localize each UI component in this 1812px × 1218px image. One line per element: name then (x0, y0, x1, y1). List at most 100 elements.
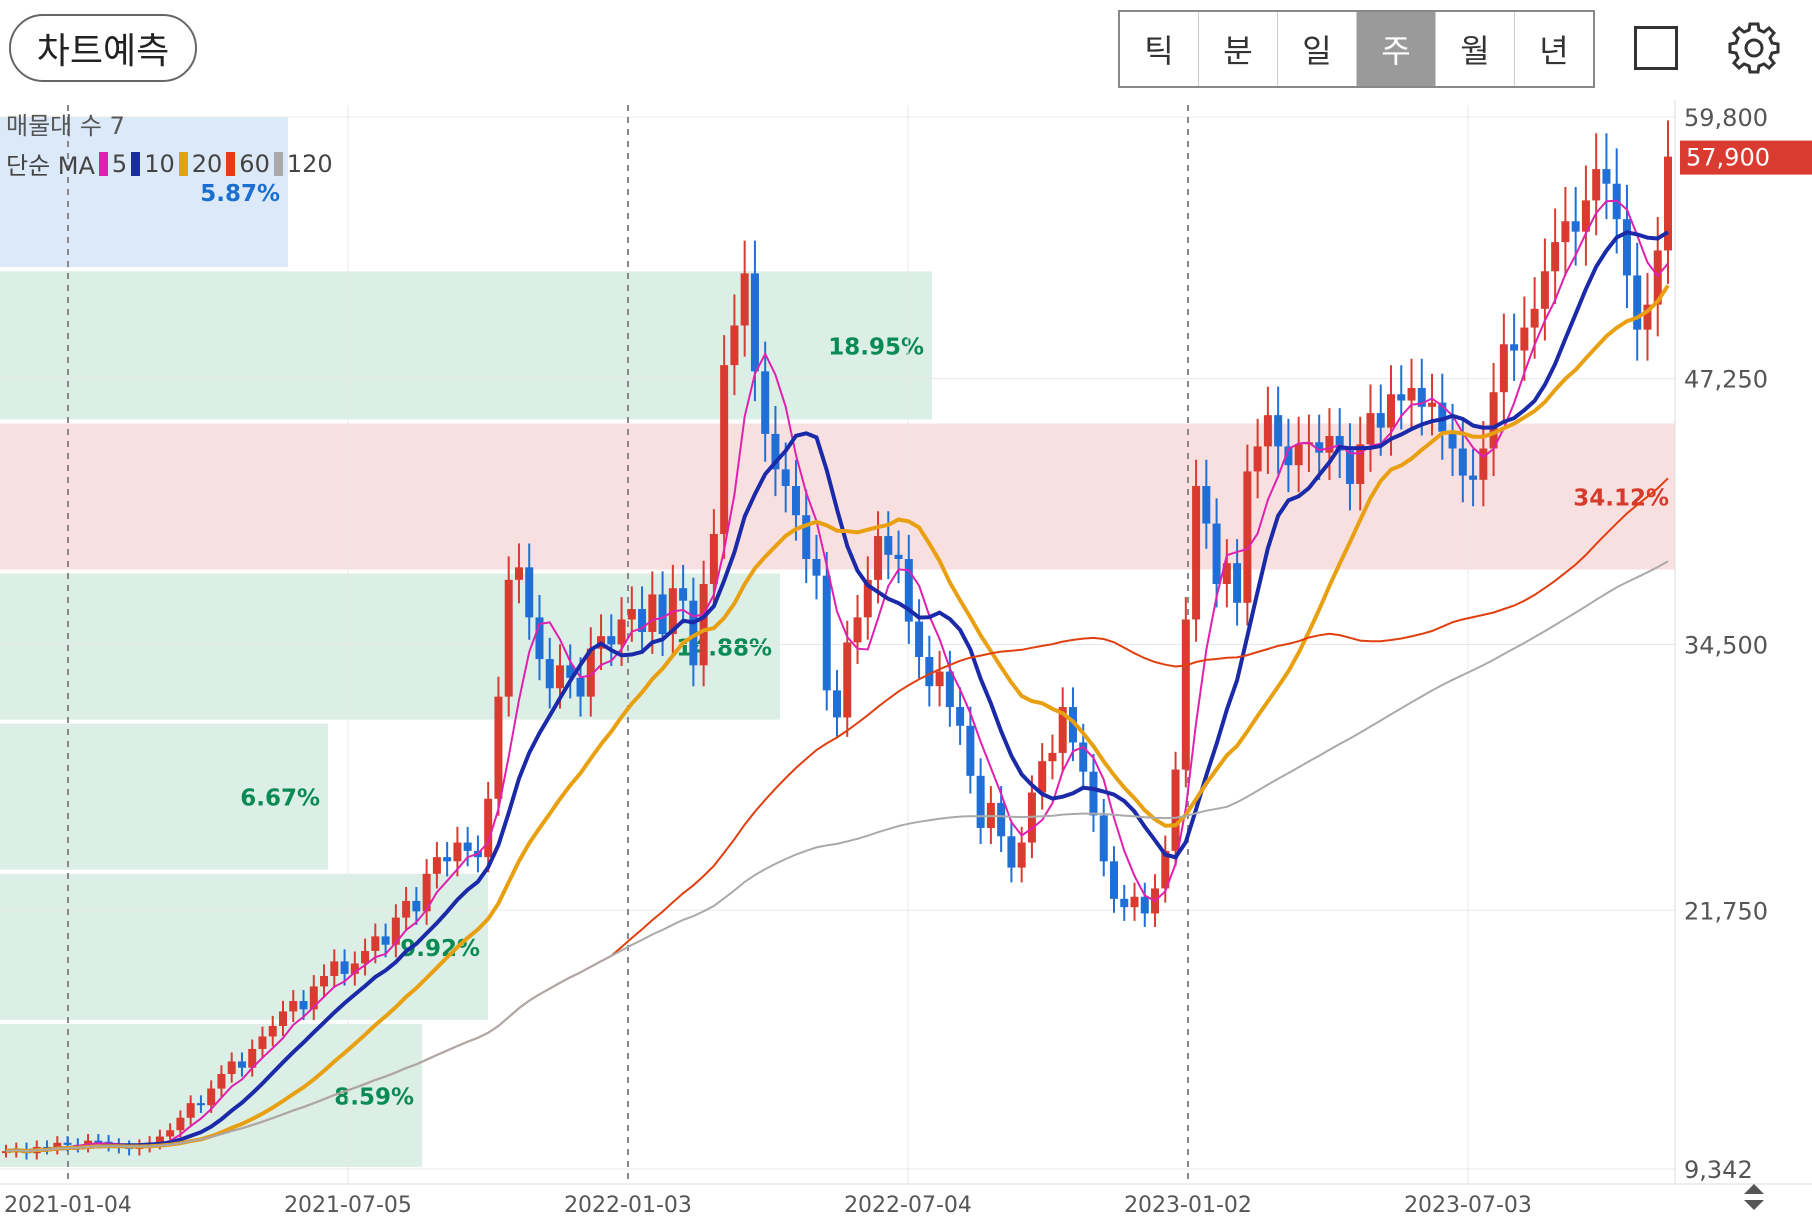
candle-body (904, 558, 913, 622)
candle-body (196, 1103, 205, 1106)
candle-body (422, 873, 431, 912)
chart-predict-button[interactable]: 차트예측 (9, 14, 197, 82)
tab-month[interactable]: 월 (1436, 12, 1515, 86)
candle-body (299, 1000, 308, 1010)
candle-body (1038, 761, 1047, 793)
candle-body (1233, 563, 1242, 603)
candle-body (1079, 742, 1088, 772)
candle-body (258, 1036, 267, 1049)
candle-body (176, 1117, 185, 1131)
candle-body (1581, 200, 1590, 232)
candle-body (997, 802, 1006, 837)
date-tick-label: 2023-07-03 (1404, 1193, 1532, 1214)
scroll-up-icon (1744, 1184, 1764, 1194)
candle-body (1407, 388, 1416, 401)
price-tick-label: 34,500 (1684, 631, 1768, 659)
candle-body (1448, 431, 1457, 449)
price-tick-label: 59,800 (1684, 104, 1768, 132)
candle-body (340, 961, 349, 974)
candle-body (617, 619, 626, 645)
candle-body (1120, 898, 1129, 908)
ma60-swatch (226, 151, 236, 176)
candle-body (1140, 896, 1149, 914)
candle-body (1633, 275, 1642, 330)
candle-body (494, 696, 503, 799)
candle-body (833, 690, 841, 718)
candle-body (402, 900, 411, 918)
candle-body (371, 936, 380, 951)
candle-body (1294, 444, 1303, 466)
candle-body (1089, 771, 1098, 816)
candle-body (525, 567, 534, 618)
candle-body (1130, 896, 1139, 908)
scroll-down-icon (1744, 1200, 1764, 1210)
candle-body (1192, 486, 1201, 620)
gear-icon[interactable] (1726, 20, 1782, 76)
ma-line-10 (5, 230, 1670, 1154)
candle-body (956, 707, 965, 726)
candle-body (945, 671, 954, 708)
candle-body (1202, 486, 1211, 524)
ma5-swatch (98, 151, 108, 176)
candle-body (812, 558, 821, 576)
candle-body (53, 1142, 62, 1148)
candle-body (1161, 850, 1170, 889)
candle-body (1643, 304, 1652, 330)
candle-body (535, 617, 544, 660)
candle-body (1479, 448, 1488, 480)
candle-body (217, 1073, 226, 1089)
candle-body (207, 1088, 216, 1106)
ma60-label: 60 (239, 149, 270, 178)
date-tick-label: 2023-01-02 (1124, 1193, 1252, 1214)
price-axis (1675, 100, 1812, 1214)
candle-body (412, 900, 421, 912)
volume-profile-percent: 5.87% (200, 181, 280, 207)
candle-body (1110, 861, 1118, 899)
candle-body (1499, 344, 1508, 393)
candle-body (63, 1142, 72, 1145)
candle-body (1489, 392, 1498, 449)
candle-body (1171, 769, 1180, 851)
candle-body (771, 433, 780, 470)
tab-minute[interactable]: 분 (1199, 12, 1278, 86)
tab-day[interactable]: 일 (1278, 12, 1357, 86)
candle-body (1551, 242, 1560, 272)
candle-body (268, 1026, 277, 1037)
candle-body (1356, 444, 1365, 484)
volume-profile-bar (0, 423, 1675, 570)
candle-body (545, 659, 554, 689)
candle-body (1212, 523, 1221, 585)
candle-body (1181, 619, 1190, 770)
candle-body (1469, 475, 1478, 480)
tab-tick[interactable]: 틱 (1120, 12, 1199, 86)
candle-body (432, 857, 441, 874)
ma-type-label: 단순 MA (6, 152, 95, 180)
fullscreen-icon[interactable] (1634, 26, 1678, 70)
candle-body (874, 536, 883, 580)
candle-body (1099, 815, 1108, 862)
candle-body (1345, 450, 1354, 484)
candle-body (802, 515, 811, 559)
candle-body (1622, 219, 1631, 276)
candle-body (915, 621, 924, 657)
tab-week[interactable]: 주 (1357, 12, 1436, 86)
volume-profile-percent: 6.67% (240, 786, 320, 812)
candle-body (361, 950, 370, 964)
candle-body (576, 677, 585, 697)
period-selector: 틱 분 일 주 월 년 (1118, 10, 1595, 88)
volume-profile-bar (0, 271, 932, 420)
date-tick-label: 2022-07-04 (844, 1193, 972, 1214)
date-tick-label: 2022-01-03 (564, 1193, 692, 1214)
candle-body (1222, 563, 1231, 585)
candle-body (1520, 327, 1529, 351)
candle-body (1602, 169, 1611, 184)
candle-body (709, 533, 718, 585)
ma-line-5 (5, 199, 1669, 1153)
candle-body (1017, 842, 1026, 868)
candle-body (822, 575, 831, 691)
tab-year[interactable]: 년 (1515, 12, 1593, 86)
candle-body (514, 567, 523, 580)
candle-body (658, 594, 667, 635)
price-chart[interactable]: 5.87% 18.95% 34.12% 14.88% 6.67% 9.92% 8.59% 59… (0, 100, 1812, 1218)
candle-body (381, 936, 390, 945)
